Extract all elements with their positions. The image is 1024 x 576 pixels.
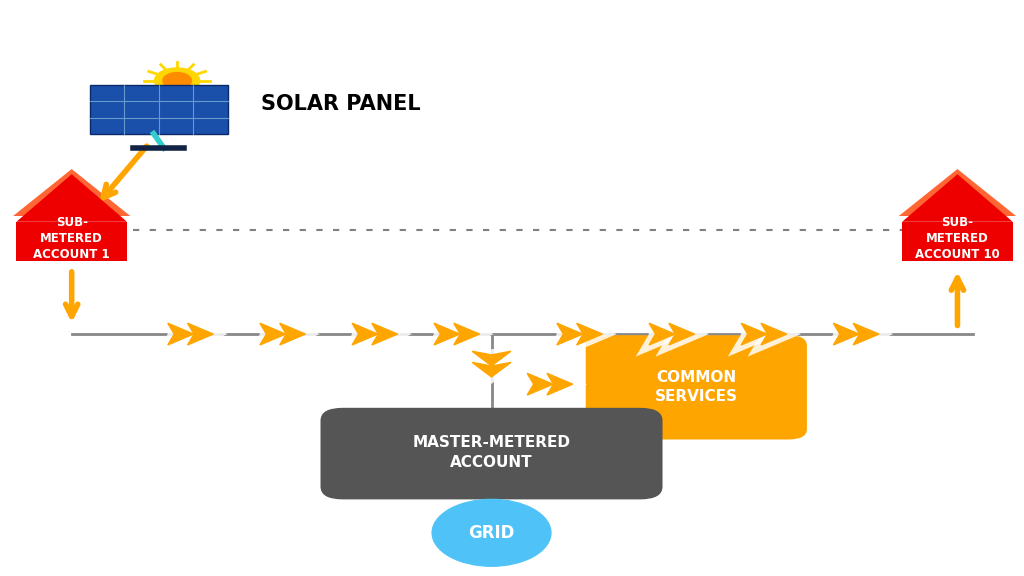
- Polygon shape: [280, 323, 305, 345]
- Polygon shape: [577, 323, 602, 345]
- Polygon shape: [472, 362, 511, 377]
- Polygon shape: [472, 362, 511, 377]
- Polygon shape: [899, 169, 1016, 216]
- Polygon shape: [741, 323, 767, 345]
- Polygon shape: [649, 323, 675, 345]
- Polygon shape: [761, 323, 786, 345]
- Circle shape: [163, 73, 191, 89]
- Polygon shape: [761, 323, 786, 345]
- Polygon shape: [168, 323, 194, 345]
- Text: MASTER-METERED
ACCOUNT: MASTER-METERED ACCOUNT: [413, 435, 570, 469]
- Polygon shape: [547, 373, 572, 395]
- Polygon shape: [472, 351, 511, 366]
- Text: SOLAR PANEL: SOLAR PANEL: [261, 94, 421, 113]
- Polygon shape: [834, 323, 859, 345]
- Polygon shape: [434, 323, 460, 345]
- Polygon shape: [834, 323, 859, 345]
- Polygon shape: [16, 175, 127, 222]
- Polygon shape: [853, 323, 879, 345]
- Polygon shape: [527, 373, 553, 395]
- Text: COMMON
SERVICES: COMMON SERVICES: [654, 370, 738, 404]
- Polygon shape: [741, 323, 767, 345]
- Polygon shape: [187, 323, 213, 345]
- Circle shape: [432, 499, 551, 566]
- Polygon shape: [853, 323, 879, 345]
- FancyBboxPatch shape: [586, 335, 807, 439]
- Polygon shape: [454, 323, 479, 345]
- Polygon shape: [187, 323, 213, 345]
- Polygon shape: [352, 323, 378, 345]
- Polygon shape: [577, 323, 602, 345]
- Polygon shape: [649, 323, 675, 345]
- Polygon shape: [902, 175, 1013, 222]
- Text: GRID: GRID: [468, 524, 515, 542]
- Text: SUB-
METERED
ACCOUNT 1: SUB- METERED ACCOUNT 1: [34, 215, 110, 260]
- Text: SUB-
METERED
ACCOUNT 10: SUB- METERED ACCOUNT 10: [915, 215, 999, 260]
- Polygon shape: [669, 323, 694, 345]
- FancyBboxPatch shape: [16, 222, 127, 260]
- Polygon shape: [472, 351, 511, 366]
- Polygon shape: [13, 169, 130, 216]
- Polygon shape: [669, 323, 694, 345]
- Polygon shape: [372, 323, 397, 345]
- Polygon shape: [557, 323, 583, 345]
- FancyBboxPatch shape: [902, 222, 1013, 260]
- FancyBboxPatch shape: [321, 408, 663, 499]
- Polygon shape: [260, 323, 286, 345]
- Polygon shape: [260, 323, 286, 345]
- Polygon shape: [547, 373, 572, 395]
- FancyBboxPatch shape: [90, 85, 227, 134]
- Polygon shape: [168, 323, 194, 345]
- Polygon shape: [352, 323, 378, 345]
- Polygon shape: [557, 323, 583, 345]
- Circle shape: [155, 68, 200, 93]
- Polygon shape: [280, 323, 305, 345]
- Polygon shape: [454, 323, 479, 345]
- Polygon shape: [372, 323, 397, 345]
- Polygon shape: [527, 373, 553, 395]
- Polygon shape: [434, 323, 460, 345]
